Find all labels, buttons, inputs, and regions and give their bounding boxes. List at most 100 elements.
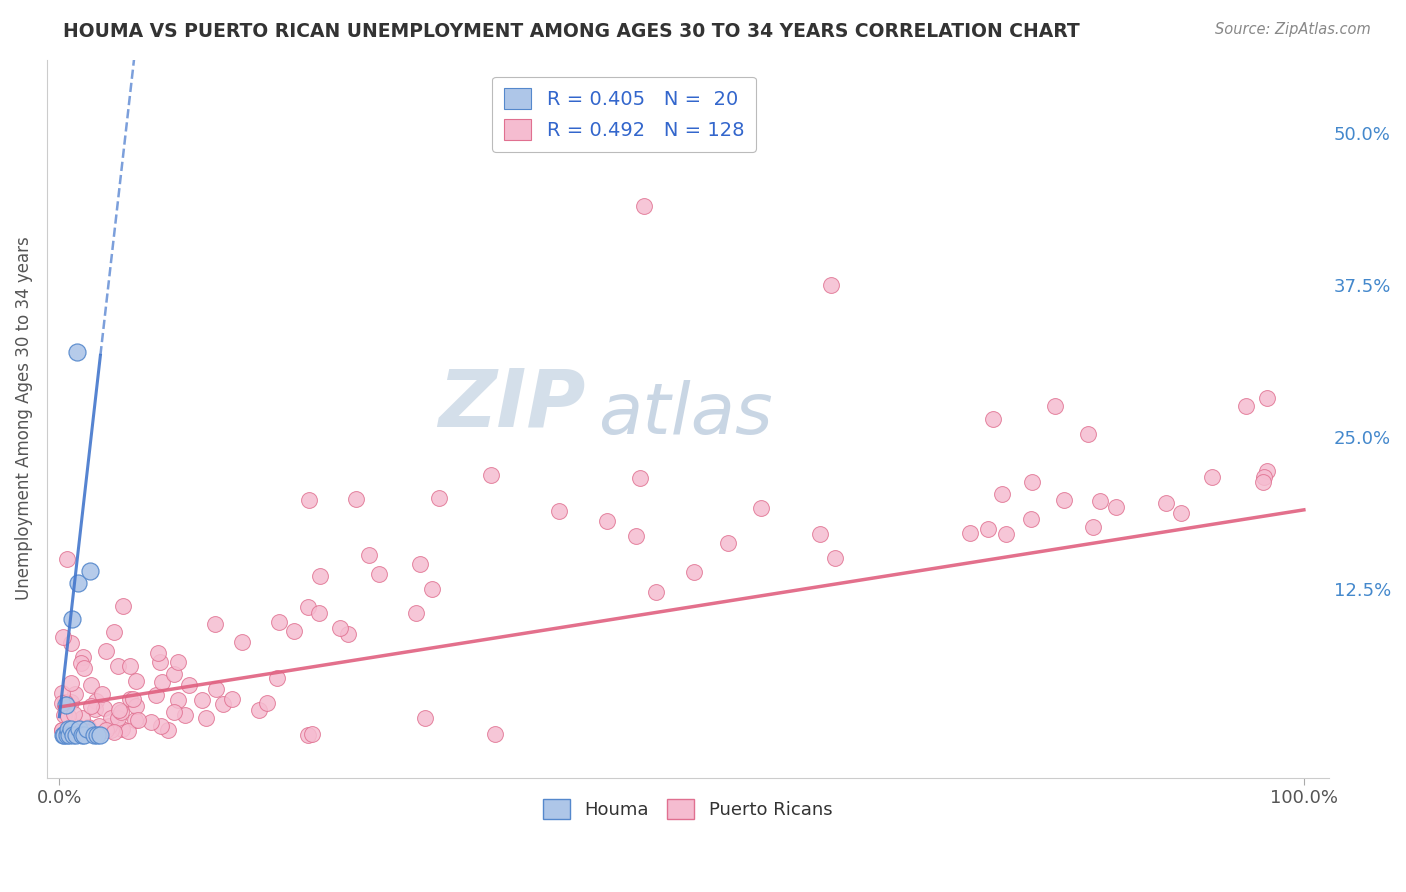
- Point: [628, 471, 651, 485]
- Point: [247, 703, 270, 717]
- Point: [60, 612, 83, 626]
- Point: [1256, 464, 1278, 478]
- Point: [94, 723, 117, 738]
- Point: [231, 635, 253, 649]
- Point: [645, 585, 668, 599]
- Point: [149, 719, 172, 733]
- Point: [204, 617, 226, 632]
- Point: [62, 707, 84, 722]
- Point: [55, 698, 77, 712]
- Point: [749, 500, 772, 515]
- Point: [1021, 475, 1043, 490]
- Point: [1090, 494, 1112, 508]
- Point: [73, 728, 96, 742]
- Point: [959, 525, 981, 540]
- Point: [820, 277, 842, 292]
- Point: [337, 627, 360, 641]
- Point: [145, 688, 167, 702]
- Point: [51, 723, 73, 737]
- Legend: Houma, Puerto Ricans: Houma, Puerto Ricans: [536, 791, 839, 826]
- Point: [125, 699, 148, 714]
- Point: [56, 728, 79, 742]
- Point: [212, 697, 235, 711]
- Point: [66, 344, 89, 359]
- Point: [94, 644, 117, 658]
- Point: [120, 692, 142, 706]
- Point: [150, 675, 173, 690]
- Point: [65, 728, 87, 742]
- Point: [60, 636, 83, 650]
- Point: [52, 630, 75, 644]
- Point: [80, 678, 103, 692]
- Point: [995, 526, 1018, 541]
- Point: [405, 606, 427, 620]
- Point: [63, 687, 86, 701]
- Point: [174, 708, 197, 723]
- Point: [120, 658, 142, 673]
- Point: [91, 687, 114, 701]
- Point: [73, 661, 96, 675]
- Point: [683, 565, 706, 579]
- Point: [484, 727, 506, 741]
- Point: [344, 491, 367, 506]
- Point: [70, 728, 93, 742]
- Point: [58, 728, 80, 742]
- Point: [409, 557, 432, 571]
- Point: [824, 551, 846, 566]
- Point: [56, 722, 79, 736]
- Point: [1253, 470, 1275, 484]
- Point: [77, 720, 100, 734]
- Point: [977, 522, 1000, 536]
- Point: [127, 713, 149, 727]
- Point: [309, 569, 332, 583]
- Point: [308, 606, 330, 620]
- Point: [100, 723, 122, 738]
- Point: [51, 723, 73, 738]
- Point: [301, 726, 323, 740]
- Point: [73, 724, 96, 739]
- Point: [329, 621, 352, 635]
- Point: [110, 705, 132, 719]
- Point: [166, 693, 188, 707]
- Point: [547, 504, 569, 518]
- Point: [125, 673, 148, 688]
- Point: [204, 681, 226, 696]
- Point: [89, 718, 111, 732]
- Point: [1105, 500, 1128, 514]
- Point: [84, 694, 107, 708]
- Point: [1154, 496, 1177, 510]
- Point: [62, 728, 84, 742]
- Point: [1083, 520, 1105, 534]
- Point: [624, 528, 647, 542]
- Point: [357, 548, 380, 562]
- Text: ZIP: ZIP: [437, 365, 585, 443]
- Point: [100, 711, 122, 725]
- Point: [1019, 512, 1042, 526]
- Point: [479, 468, 502, 483]
- Point: [58, 722, 80, 736]
- Point: [1077, 427, 1099, 442]
- Point: [149, 655, 172, 669]
- Point: [67, 722, 90, 736]
- Point: [177, 678, 200, 692]
- Point: [163, 705, 186, 719]
- Point: [367, 567, 389, 582]
- Text: atlas: atlas: [598, 381, 773, 450]
- Point: [141, 714, 163, 729]
- Point: [89, 728, 111, 742]
- Point: [52, 728, 75, 742]
- Point: [121, 691, 143, 706]
- Point: [53, 708, 76, 723]
- Point: [1201, 470, 1223, 484]
- Point: [66, 575, 89, 590]
- Point: [53, 695, 76, 709]
- Point: [107, 658, 129, 673]
- Point: [83, 728, 105, 742]
- Point: [66, 720, 89, 734]
- Point: [991, 487, 1014, 501]
- Point: [70, 711, 93, 725]
- Point: [413, 711, 436, 725]
- Point: [79, 698, 101, 713]
- Point: [221, 692, 243, 706]
- Point: [59, 722, 82, 736]
